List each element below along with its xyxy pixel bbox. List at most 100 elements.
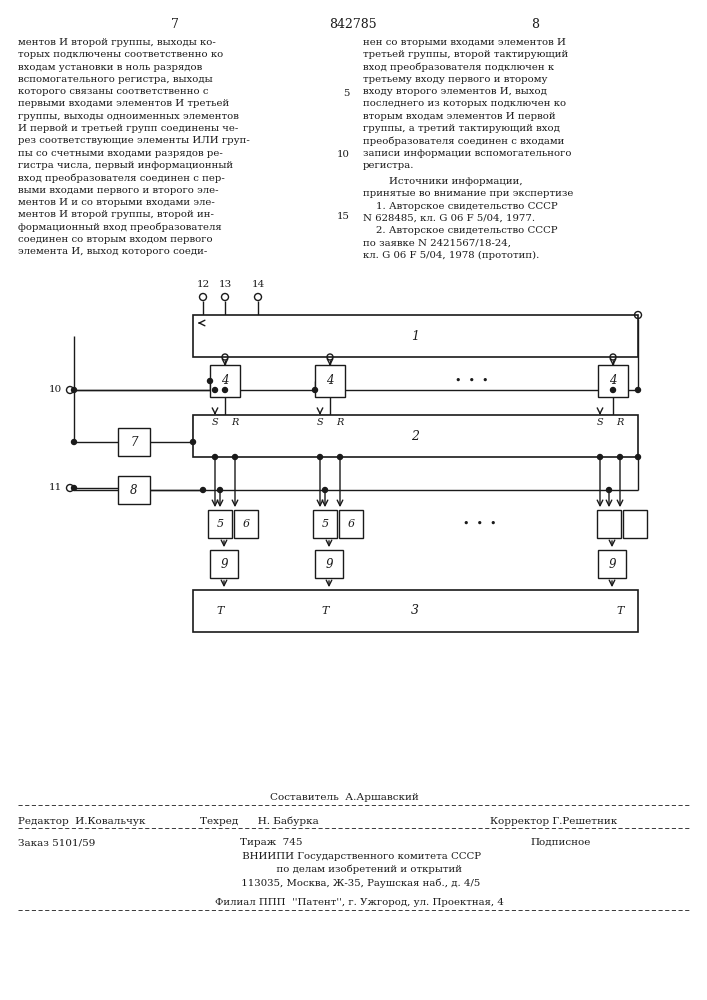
Text: 4: 4 <box>326 374 334 387</box>
Text: элемента И, выход которого соеди-: элемента И, выход которого соеди- <box>18 247 207 256</box>
Text: 10: 10 <box>49 385 62 394</box>
Text: 9: 9 <box>221 558 228 570</box>
Text: соединен со вторым входом первого: соединен со вторым входом первого <box>18 235 213 244</box>
Bar <box>313 510 337 538</box>
Circle shape <box>71 387 76 392</box>
Text: Составитель  А.Аршавский: Составитель А.Аршавский <box>270 793 419 802</box>
Bar <box>193 590 638 632</box>
Circle shape <box>213 454 218 460</box>
Circle shape <box>223 387 228 392</box>
Circle shape <box>607 488 612 492</box>
Circle shape <box>201 488 206 492</box>
Text: 5: 5 <box>344 89 350 98</box>
Circle shape <box>617 454 622 460</box>
Text: Тираж  745: Тираж 745 <box>240 838 303 847</box>
Text: торых подключены соответственно ко: торых подключены соответственно ко <box>18 50 223 59</box>
Bar <box>208 510 232 538</box>
Text: по делам изобретений и открытий: по делам изобретений и открытий <box>244 865 462 874</box>
Text: R: R <box>231 418 239 427</box>
Text: S: S <box>597 418 603 427</box>
Bar <box>210 550 238 578</box>
Text: Редактор  И.Ковальчук: Редактор И.Ковальчук <box>18 817 146 826</box>
Circle shape <box>317 454 322 460</box>
Bar <box>210 365 240 397</box>
Text: 6: 6 <box>347 519 355 529</box>
Text: Источники информации,: Источники информации, <box>363 177 522 186</box>
Text: 842785: 842785 <box>329 18 377 31</box>
Text: Заказ 5101/59: Заказ 5101/59 <box>18 838 95 847</box>
Text: 10: 10 <box>337 150 350 159</box>
Text: ментов И второй группы, выходы ко-: ментов И второй группы, выходы ко- <box>18 38 216 47</box>
Bar <box>193 415 638 457</box>
Circle shape <box>71 486 76 490</box>
Text: вход преобразователя подключен к: вход преобразователя подключен к <box>363 63 554 72</box>
Bar <box>598 365 628 397</box>
Text: 2: 2 <box>411 430 419 442</box>
Circle shape <box>207 378 213 383</box>
Text: рез соответствующие элементы ИЛИ груп-: рез соответствующие элементы ИЛИ груп- <box>18 136 250 145</box>
Bar <box>234 510 258 538</box>
Text: выми входами первого и второго эле-: выми входами первого и второго эле- <box>18 186 218 195</box>
Text: кл. G 06 F 5/04, 1978 (прототип).: кл. G 06 F 5/04, 1978 (прототип). <box>363 251 539 260</box>
Bar <box>118 476 150 504</box>
Text: преобразователя соединен с входами: преобразователя соединен с входами <box>363 136 564 146</box>
Bar <box>598 550 626 578</box>
Text: 7: 7 <box>130 436 138 448</box>
Text: гистра числа, первый информационный: гистра числа, первый информационный <box>18 161 233 170</box>
Text: 2. Авторское свидетельство СССР: 2. Авторское свидетельство СССР <box>363 226 558 235</box>
Text: записи информации вспомогательного: записи информации вспомогательного <box>363 149 571 158</box>
Circle shape <box>611 387 616 392</box>
Text: 113035, Москва, Ж-35, Раушская наб., д. 4/5: 113035, Москва, Ж-35, Раушская наб., д. … <box>226 878 481 888</box>
Text: третьему входу первого и второму: третьему входу первого и второму <box>363 75 547 84</box>
Text: которого связаны соответственно с: которого связаны соответственно с <box>18 87 209 96</box>
Text: пы со счетными входами разрядов ре-: пы со счетными входами разрядов ре- <box>18 149 223 158</box>
Bar <box>118 428 150 456</box>
Text: третьей группы, второй тактирующий: третьей группы, второй тактирующий <box>363 50 568 59</box>
Text: 9: 9 <box>325 558 333 570</box>
Text: И первой и третьей групп соединены че-: И первой и третьей групп соединены че- <box>18 124 238 133</box>
Text: вспомогательного регистра, выходы: вспомогательного регистра, выходы <box>18 75 213 84</box>
Text: вход преобразователя соединен с пер-: вход преобразователя соединен с пер- <box>18 173 225 183</box>
Circle shape <box>312 387 317 392</box>
Text: •  •  •: • • • <box>455 376 489 386</box>
Text: 13: 13 <box>218 280 232 289</box>
Bar <box>597 510 621 538</box>
Text: T: T <box>617 606 624 616</box>
Text: принятые во внимание при экспертизе: принятые во внимание при экспертизе <box>363 189 573 198</box>
Text: 11: 11 <box>49 484 62 492</box>
Text: N 628485, кл. G 06 F 5/04, 1977.: N 628485, кл. G 06 F 5/04, 1977. <box>363 214 535 223</box>
Text: нен со вторыми входами элементов И: нен со вторыми входами элементов И <box>363 38 566 47</box>
Bar <box>315 365 345 397</box>
Text: 6: 6 <box>243 519 250 529</box>
Text: S: S <box>317 418 323 427</box>
Text: 5: 5 <box>322 519 329 529</box>
Text: группы, выходы одноименных элементов: группы, выходы одноименных элементов <box>18 112 239 121</box>
Bar <box>193 315 638 357</box>
Text: 5: 5 <box>216 519 223 529</box>
Text: вторым входам элементов И первой: вторым входам элементов И первой <box>363 112 556 121</box>
Circle shape <box>322 488 327 492</box>
Text: S: S <box>211 418 218 427</box>
Text: •  •  •: • • • <box>463 519 497 529</box>
Text: 12: 12 <box>197 280 209 289</box>
Circle shape <box>218 488 223 492</box>
Text: 1: 1 <box>411 330 419 342</box>
Text: 3: 3 <box>411 604 419 617</box>
Circle shape <box>636 454 641 460</box>
Text: группы, а третий тактирующий вход: группы, а третий тактирующий вход <box>363 124 560 133</box>
Text: первыми входами элементов И третьей: первыми входами элементов И третьей <box>18 100 229 108</box>
Text: T: T <box>216 606 223 616</box>
Bar <box>623 510 647 538</box>
Text: R: R <box>617 418 624 427</box>
Text: Корректор Г.Решетник: Корректор Г.Решетник <box>490 817 617 826</box>
Text: ментов И второй группы, второй ин-: ментов И второй группы, второй ин- <box>18 210 214 219</box>
Text: 14: 14 <box>252 280 264 289</box>
Text: 4: 4 <box>609 374 617 387</box>
Text: входам установки в ноль разрядов: входам установки в ноль разрядов <box>18 63 202 72</box>
Text: 1. Авторское свидетельство СССР: 1. Авторское свидетельство СССР <box>363 202 558 211</box>
Circle shape <box>233 454 238 460</box>
Circle shape <box>190 440 196 444</box>
Text: по заявке N 2421567/18-24,: по заявке N 2421567/18-24, <box>363 238 511 247</box>
Text: 9: 9 <box>608 558 616 570</box>
Circle shape <box>597 454 602 460</box>
